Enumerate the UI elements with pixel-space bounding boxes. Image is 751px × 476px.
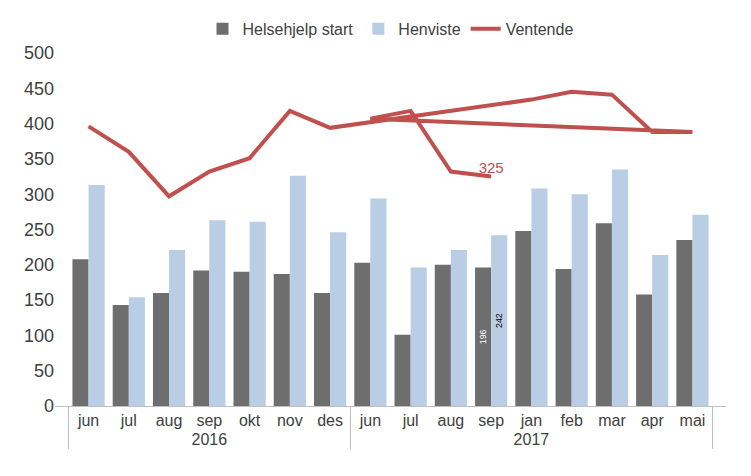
svg-text:mar: mar <box>598 412 626 429</box>
svg-text:feb: feb <box>561 412 583 429</box>
svg-text:2016: 2016 <box>192 431 228 448</box>
svg-text:350: 350 <box>24 149 54 169</box>
svg-text:sep: sep <box>196 412 222 429</box>
svg-text:Helsehjelp start: Helsehjelp start <box>243 21 354 38</box>
svg-text:200: 200 <box>24 255 54 275</box>
svg-text:mai: mai <box>680 412 706 429</box>
svg-text:aug: aug <box>156 412 183 429</box>
svg-text:sep: sep <box>478 412 504 429</box>
svg-text:0: 0 <box>44 396 54 416</box>
svg-text:300: 300 <box>24 185 54 205</box>
svg-text:325: 325 <box>479 159 504 176</box>
svg-text:jul: jul <box>402 412 419 429</box>
svg-text:400: 400 <box>24 114 54 134</box>
svg-text:100: 100 <box>24 326 54 346</box>
svg-text:jun: jun <box>359 412 381 429</box>
svg-text:aug: aug <box>438 412 465 429</box>
svg-text:500: 500 <box>24 43 54 63</box>
svg-text:Ventende: Ventende <box>506 21 574 38</box>
svg-text:apr: apr <box>641 412 665 429</box>
svg-text:nov: nov <box>277 412 303 429</box>
svg-text:jan: jan <box>520 412 542 429</box>
svg-text:50: 50 <box>34 361 54 381</box>
svg-text:Henviste: Henviste <box>398 21 460 38</box>
svg-text:242: 242 <box>494 313 504 328</box>
svg-text:jul: jul <box>120 412 137 429</box>
svg-text:okt: okt <box>239 412 261 429</box>
svg-text:450: 450 <box>24 79 54 99</box>
svg-text:250: 250 <box>24 220 54 240</box>
svg-text:150: 150 <box>24 290 54 310</box>
svg-text:des: des <box>317 412 343 429</box>
svg-text:jun: jun <box>77 412 99 429</box>
svg-text:196: 196 <box>478 329 488 344</box>
svg-text:2017: 2017 <box>514 431 550 448</box>
